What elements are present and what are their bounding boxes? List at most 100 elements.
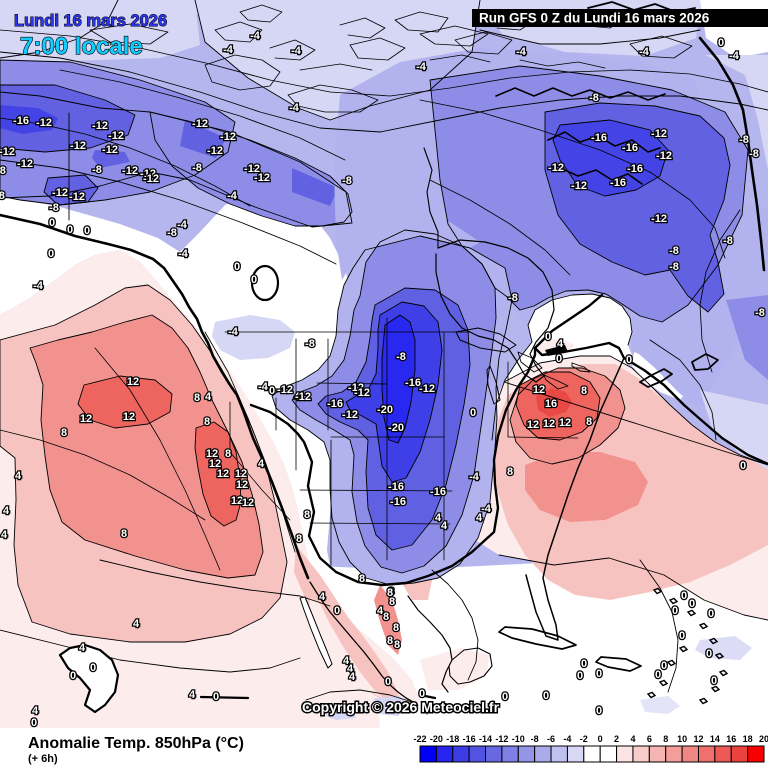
svg-text:0: 0	[49, 217, 55, 229]
svg-text:12: 12	[543, 418, 555, 430]
svg-text:-12: -12	[348, 382, 364, 394]
svg-text:4: 4	[435, 512, 442, 524]
svg-text:4: 4	[15, 470, 22, 482]
svg-text:0: 0	[543, 690, 549, 702]
svg-text:Lundi 16 mars 2026: Lundi 16 mars 2026	[14, 12, 167, 30]
svg-text:-4: -4	[416, 61, 427, 73]
svg-text:8: 8	[387, 587, 393, 599]
svg-text:Copyright © 2026 Meteociel.fr: Copyright © 2026 Meteociel.fr	[302, 699, 500, 715]
svg-text:-12: -12	[419, 383, 435, 395]
svg-text:-4: -4	[250, 30, 261, 42]
svg-text:-12: -12	[102, 144, 118, 156]
svg-text:-4: -4	[33, 280, 44, 292]
svg-text:-12: -12	[69, 191, 85, 203]
svg-text:0: 0	[334, 605, 340, 617]
svg-text:-12: -12	[108, 130, 124, 142]
svg-text:12: 12	[527, 419, 539, 431]
svg-text:-10: -10	[512, 734, 525, 744]
svg-text:8: 8	[359, 573, 365, 585]
svg-text:-2: -2	[580, 734, 588, 744]
svg-text:0: 0	[90, 662, 96, 674]
svg-text:-8: -8	[0, 190, 5, 202]
svg-text:8: 8	[121, 528, 127, 540]
svg-text:0: 0	[708, 608, 714, 620]
svg-text:6: 6	[647, 734, 652, 744]
svg-text:12: 12	[80, 413, 92, 425]
svg-text:4: 4	[1, 529, 8, 541]
svg-text:4: 4	[133, 618, 140, 630]
svg-text:16: 16	[726, 734, 736, 744]
svg-text:-12: -12	[220, 131, 236, 143]
svg-text:-12: -12	[354, 387, 370, 399]
svg-text:-8: -8	[0, 165, 6, 177]
svg-text:-20: -20	[430, 734, 443, 744]
svg-text:8: 8	[388, 586, 394, 598]
svg-text:16: 16	[545, 398, 557, 410]
svg-text:-12: -12	[0, 146, 15, 158]
svg-text:-4: -4	[516, 46, 527, 58]
svg-text:20: 20	[759, 734, 768, 744]
svg-text:0: 0	[213, 691, 219, 703]
svg-text:-12: -12	[656, 150, 672, 162]
svg-text:-4: -4	[177, 219, 188, 231]
svg-text:-8: -8	[167, 227, 177, 239]
svg-text:7:00 locale: 7:00 locale	[20, 33, 143, 60]
svg-text:-16: -16	[610, 177, 626, 189]
svg-text:-8: -8	[92, 164, 102, 176]
svg-text:-12: -12	[244, 163, 260, 175]
svg-text:4: 4	[476, 512, 483, 524]
svg-text:-12: -12	[651, 213, 667, 225]
svg-text:12: 12	[236, 479, 248, 491]
svg-text:-12: -12	[36, 117, 52, 129]
svg-text:(+ 6h): (+ 6h)	[28, 753, 58, 765]
svg-text:Run GFS 0 Z du Lundi 16 mars 2: Run GFS 0 Z du Lundi 16 mars 2026	[479, 11, 710, 26]
svg-text:-8: -8	[723, 235, 733, 247]
svg-text:8: 8	[296, 533, 302, 545]
svg-text:-8: -8	[755, 307, 765, 319]
svg-text:10: 10	[677, 734, 687, 744]
svg-text:0: 0	[48, 248, 54, 260]
svg-text:-4: -4	[291, 45, 302, 57]
svg-text:-12: -12	[70, 140, 86, 152]
svg-text:12: 12	[231, 495, 243, 507]
svg-text:0: 0	[67, 224, 73, 236]
svg-text:-12: -12	[277, 384, 293, 396]
svg-text:8: 8	[581, 385, 587, 397]
svg-text:0: 0	[679, 630, 685, 642]
svg-text:0: 0	[718, 37, 724, 49]
svg-text:-12: -12	[254, 172, 270, 184]
svg-text:-4: -4	[469, 471, 480, 483]
svg-text:-12: -12	[295, 391, 311, 403]
svg-text:-6: -6	[547, 734, 555, 744]
svg-text:4: 4	[441, 520, 448, 532]
svg-text:4: 4	[377, 605, 384, 617]
svg-text:4: 4	[347, 663, 354, 675]
svg-text:8: 8	[387, 635, 393, 647]
svg-text:0: 0	[740, 460, 746, 472]
svg-text:-16: -16	[390, 496, 406, 508]
svg-text:0: 0	[581, 658, 587, 670]
svg-text:12: 12	[217, 468, 229, 480]
svg-text:-12: -12	[140, 168, 156, 180]
svg-text:-8: -8	[396, 351, 406, 363]
svg-text:-8: -8	[589, 92, 599, 104]
svg-text:-12: -12	[17, 158, 33, 170]
svg-text:-4: -4	[481, 503, 492, 515]
svg-text:0: 0	[385, 676, 391, 688]
svg-text:12: 12	[693, 734, 703, 744]
svg-text:-16: -16	[327, 398, 343, 410]
svg-text:4: 4	[319, 591, 326, 603]
svg-text:-16: -16	[13, 115, 29, 127]
svg-text:0: 0	[598, 734, 603, 744]
svg-text:0: 0	[672, 605, 678, 617]
svg-text:4: 4	[3, 505, 10, 517]
svg-text:4: 4	[32, 705, 39, 717]
svg-text:-12: -12	[52, 187, 68, 199]
svg-text:0: 0	[596, 705, 602, 717]
svg-text:-18: -18	[446, 734, 459, 744]
svg-text:-12: -12	[495, 734, 508, 744]
svg-text:0: 0	[596, 668, 602, 680]
svg-text:-4: -4	[178, 248, 189, 260]
svg-text:12: 12	[127, 376, 139, 388]
svg-text:4: 4	[630, 734, 635, 744]
